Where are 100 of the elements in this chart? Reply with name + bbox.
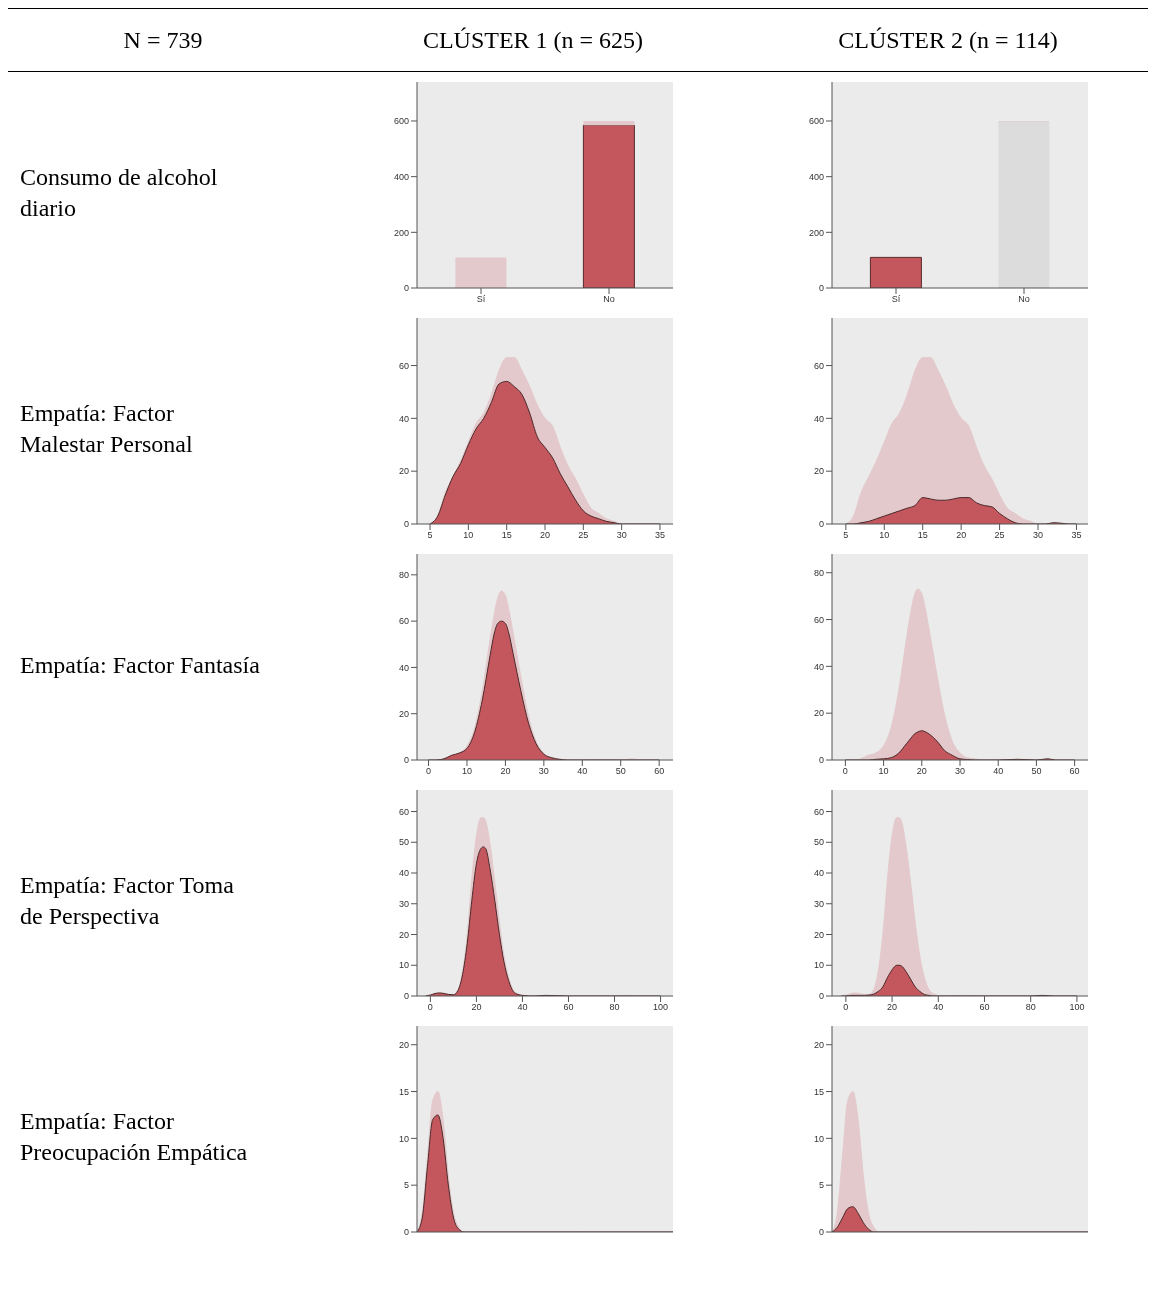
x-tick-label: 15: [501, 530, 512, 541]
x-tick-label: 40: [517, 1002, 528, 1013]
y-tick-label: 60: [813, 360, 824, 371]
x-tick-label: No: [603, 294, 615, 305]
y-tick-label: 400: [393, 171, 409, 182]
y-tick-label: 400: [808, 171, 824, 182]
x-tick-label: 10: [461, 766, 472, 777]
y-tick-label: 20: [398, 929, 409, 940]
y-tick-label: 10: [813, 960, 824, 971]
x-tick-label: 35: [654, 530, 665, 541]
x-tick-label: 0: [843, 1002, 849, 1013]
x-tick-label: Sí: [476, 294, 486, 305]
y-tick-label: 40: [813, 661, 824, 672]
text: Empatía: Factor Malestar Personal: [20, 399, 194, 459]
x-tick-label: 10: [463, 530, 474, 541]
y-tick-label: 20: [813, 929, 824, 940]
text: Empatía: Factor Fantasía: [20, 650, 260, 680]
bar: [582, 124, 635, 288]
x-tick-label: 5: [427, 530, 433, 541]
x-tick-label: 10: [879, 530, 890, 541]
y-tick-label: 50: [813, 837, 824, 848]
x-tick-label: 35: [1071, 530, 1082, 541]
text: CLÚSTER 1 (n = 625): [422, 25, 644, 55]
x-tick-label: 0: [427, 1002, 433, 1013]
x-tick-label: 60: [563, 1002, 574, 1013]
y-tick-label: 600: [808, 116, 824, 127]
y-tick-label: 5: [403, 1180, 409, 1191]
x-tick-label: 20: [956, 530, 967, 541]
text: Empatía: Factor Preocupación Empática: [20, 1107, 249, 1167]
y-tick-label: 200: [393, 227, 409, 238]
x-tick-label: 30: [954, 766, 966, 777]
y-tick-label: 40: [813, 413, 824, 424]
text: N = 739: [123, 25, 203, 55]
x-tick-label: 0: [426, 766, 432, 777]
y-tick-label: 40: [398, 868, 409, 879]
y-tick-label: 50: [398, 837, 409, 848]
bar: [455, 257, 507, 288]
x-tick-label: 40: [933, 1002, 944, 1013]
text: CLÚSTER 2 (n = 114): [838, 25, 1058, 55]
y-tick-label: 60: [398, 360, 409, 371]
y-tick-label: 20: [398, 708, 409, 719]
y-tick-label: 10: [398, 1133, 409, 1144]
x-tick-label: 20: [471, 1002, 482, 1013]
x-tick-label: 20: [539, 530, 551, 541]
y-tick-label: 40: [398, 662, 409, 673]
y-tick-label: 0: [403, 519, 409, 530]
y-tick-label: 5: [818, 1180, 824, 1191]
text: Consumo de alcohol diario: [20, 163, 219, 223]
x-tick-label: 40: [993, 766, 1004, 777]
y-tick-label: 20: [398, 1039, 409, 1050]
x-tick-label: 10: [878, 766, 889, 777]
y-tick-label: 60: [813, 806, 824, 817]
bar: [583, 120, 635, 126]
x-tick-label: 25: [994, 530, 1005, 541]
y-tick-label: 0: [818, 991, 824, 1002]
y-tick-label: 600: [393, 116, 409, 127]
y-tick-label: 15: [813, 1086, 824, 1097]
y-tick-label: 0: [818, 519, 824, 530]
x-tick-label: 60: [654, 766, 665, 777]
y-tick-label: 0: [818, 755, 824, 766]
x-tick-label: 80: [1025, 1002, 1036, 1013]
x-tick-label: 100: [1069, 1002, 1085, 1013]
y-tick-label: 15: [398, 1086, 409, 1097]
y-tick-label: 0: [403, 283, 409, 294]
y-tick-label: 30: [398, 898, 409, 909]
x-tick-label: 60: [979, 1002, 990, 1013]
x-tick-label: 5: [843, 530, 849, 541]
y-tick-label: 10: [813, 1133, 824, 1144]
x-tick-label: 20: [500, 766, 511, 777]
x-tick-label: 50: [615, 766, 626, 777]
x-tick-label: 80: [609, 1002, 620, 1013]
x-tick-label: 15: [917, 530, 928, 541]
y-tick-label: 20: [813, 1039, 824, 1050]
y-tick-label: 200: [808, 227, 824, 238]
x-tick-label: No: [1018, 294, 1030, 305]
y-tick-label: 20: [398, 466, 409, 477]
text: Empatía: Factor Toma de Perspectiva: [20, 871, 235, 931]
y-tick-label: 40: [398, 413, 409, 424]
y-tick-label: 0: [403, 755, 409, 766]
x-tick-label: 30: [616, 530, 627, 541]
y-tick-label: 30: [813, 898, 824, 909]
x-tick-label: 0: [842, 766, 848, 777]
x-tick-label: Sí: [891, 294, 901, 305]
y-tick-label: 0: [403, 1227, 409, 1238]
x-tick-label: 100: [653, 1002, 669, 1013]
x-tick-label: 50: [1031, 766, 1042, 777]
x-tick-label: 20: [887, 1002, 898, 1013]
y-tick-label: 0: [818, 283, 824, 294]
x-tick-label: 25: [578, 530, 589, 541]
y-tick-label: 0: [403, 991, 409, 1002]
x-tick-label: 30: [538, 766, 549, 777]
y-tick-label: 60: [813, 614, 824, 625]
x-tick-label: 20: [916, 766, 927, 777]
y-tick-label: 20: [813, 466, 824, 477]
x-tick-label: 60: [1069, 766, 1080, 777]
y-tick-label: 80: [398, 570, 409, 581]
y-tick-label: 80: [813, 567, 824, 578]
y-tick-label: 60: [398, 806, 409, 817]
y-tick-label: 20: [813, 708, 824, 719]
y-tick-label: 40: [813, 868, 824, 879]
